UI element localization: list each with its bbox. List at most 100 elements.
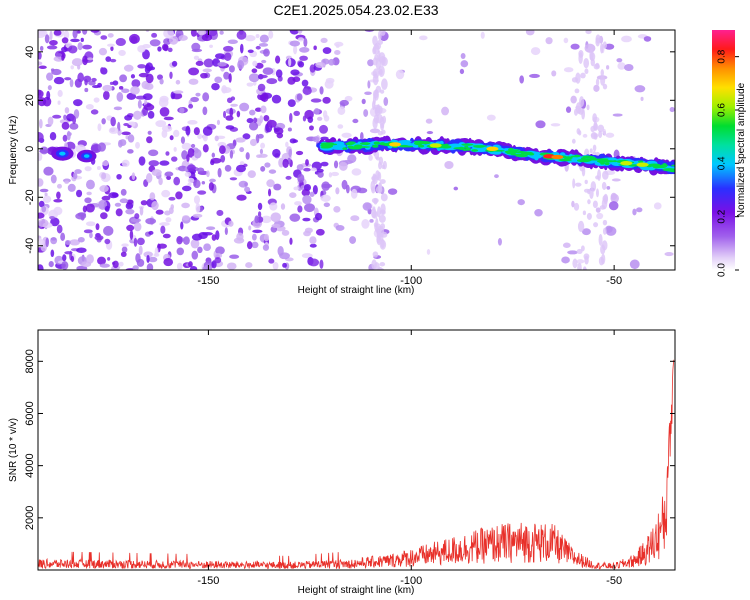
noise-blob [64,180,69,184]
noise-blob [132,265,139,270]
streak-blob [587,199,591,205]
noise-blob [123,64,134,72]
noise-blob [149,39,161,47]
noise-blob [621,35,632,43]
spectrogram-panel: -150 -100 -50 -40 -20 0 20 40 Height of straig… [8,29,676,296]
snr-plot-area [38,330,675,570]
noise-blob [333,160,339,169]
noise-blob [350,188,358,199]
noise-blob [64,107,70,114]
noise-blob [47,85,52,91]
noise-blob [38,219,49,228]
signal-track-blob [671,164,675,167]
early-signal-blob [83,154,90,158]
signal-track-blob [354,144,363,148]
signal-track-blob [515,150,526,154]
noise-blob [41,205,47,213]
noise-blob [119,139,127,146]
noise-blob [157,46,162,52]
noise-blob [534,209,543,217]
noise-blob [189,266,198,270]
noise-blob [236,110,241,118]
noise-blob [349,236,357,244]
noise-blob [158,97,169,108]
noise-blob [309,125,314,131]
noise-blob [141,80,150,90]
noise-blob [262,244,270,251]
signal-track-blob [420,141,431,145]
streak-blob [372,206,376,211]
noise-blob [85,221,96,227]
noise-blob [545,37,553,45]
noise-blob [182,215,190,221]
noise-blob [101,172,107,180]
streak-blob [381,164,386,170]
signal-track-blob [528,153,534,156]
signal-track-blob [662,163,667,167]
noise-blob [135,141,140,149]
streak-blob [380,193,388,202]
streak-blob [601,253,606,265]
streak-blob [602,41,607,49]
streak-blob [595,78,600,86]
noise-blob [112,260,119,269]
noise-blob [85,254,94,264]
streak-blob [373,198,378,205]
noise-blob [486,114,496,121]
noise-blob [315,228,325,236]
noise-blob [102,84,113,92]
noise-blob [65,240,71,246]
noise-blob [39,146,49,155]
noise-blob [83,229,93,234]
noise-blob [214,135,219,142]
noise-blob [50,249,55,258]
noise-blob [120,188,127,196]
noise-blob [252,60,258,67]
noise-blob [159,160,170,166]
noise-blob [565,106,572,113]
noise-blob [115,38,126,47]
noise-blob [85,203,95,213]
streak-blob [598,233,603,246]
streak-blob [372,251,379,258]
noise-blob [148,256,158,263]
noise-blob [131,172,136,180]
noise-blob [525,30,535,36]
noise-blob [101,195,111,201]
noise-blob [57,100,61,105]
streak-blob [375,107,380,117]
noise-blob [338,161,348,171]
noise-blob [155,209,164,215]
spectrogram-y-tick-label: 40 [24,46,36,58]
colorbar-tick-label: 0.8 [717,49,728,63]
noise-blob [344,95,353,102]
noise-blob [334,49,341,55]
noise-blob [563,37,569,44]
noise-blob [188,261,193,268]
noise-blob [289,112,293,123]
noise-blob [367,59,374,67]
noise-blob [309,236,317,245]
noise-blob [186,154,190,162]
streak-blob [379,179,386,185]
noise-blob [38,61,43,66]
noise-blob [252,229,263,234]
streak-blob [592,200,598,209]
noise-blob [57,89,63,98]
streak-blob [377,131,384,136]
noise-blob [293,45,298,55]
noise-blob [582,133,588,138]
streak-blob [593,222,599,228]
noise-blob [84,166,92,172]
signal-track-blob [524,152,532,155]
noise-blob [166,175,172,181]
signal-track-blob [574,154,581,158]
noise-blob [180,136,186,144]
noise-blob [169,135,174,141]
snr-y-axis-label: SNR (10 * v/v) [8,418,19,482]
streak-blob [577,220,585,233]
streak-blob [572,178,576,189]
noise-blob [107,256,111,261]
noise-blob [266,78,278,85]
noise-blob [137,99,142,109]
